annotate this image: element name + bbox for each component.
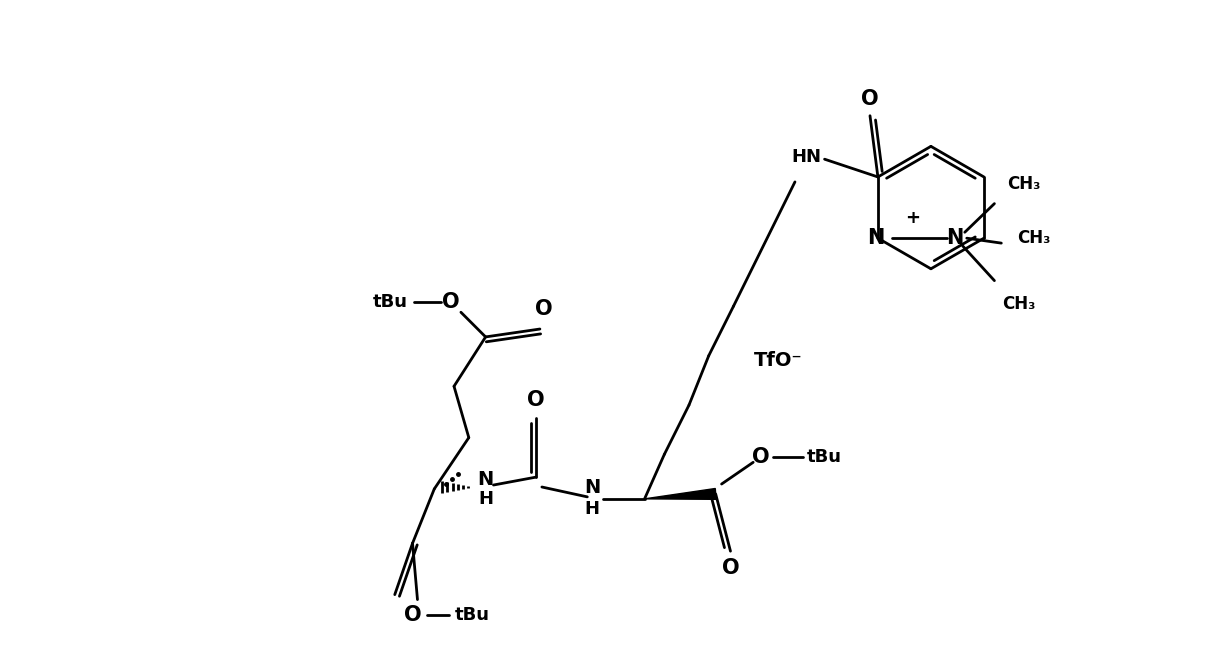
Text: H: H — [478, 490, 494, 508]
Text: O: O — [535, 299, 552, 319]
Text: tBu: tBu — [373, 293, 407, 311]
Text: O: O — [527, 390, 545, 410]
Text: O: O — [862, 89, 879, 109]
Text: N: N — [584, 477, 600, 496]
Text: CH₃: CH₃ — [1002, 295, 1036, 313]
Text: O: O — [442, 292, 459, 313]
Text: N: N — [478, 469, 494, 488]
Text: O: O — [722, 558, 739, 578]
Text: N: N — [868, 228, 885, 248]
Text: +: + — [906, 210, 920, 227]
Text: H: H — [585, 500, 600, 518]
Text: N: N — [946, 228, 964, 248]
Text: CH₃: CH₃ — [1007, 175, 1041, 193]
Text: O: O — [753, 447, 770, 467]
Polygon shape — [644, 488, 716, 499]
Text: HN: HN — [792, 148, 822, 166]
Text: O: O — [403, 605, 422, 625]
Text: TfO⁻: TfO⁻ — [754, 351, 802, 370]
Text: tBu: tBu — [455, 606, 489, 625]
Text: CH₃: CH₃ — [1017, 229, 1051, 247]
Text: tBu: tBu — [807, 448, 842, 467]
